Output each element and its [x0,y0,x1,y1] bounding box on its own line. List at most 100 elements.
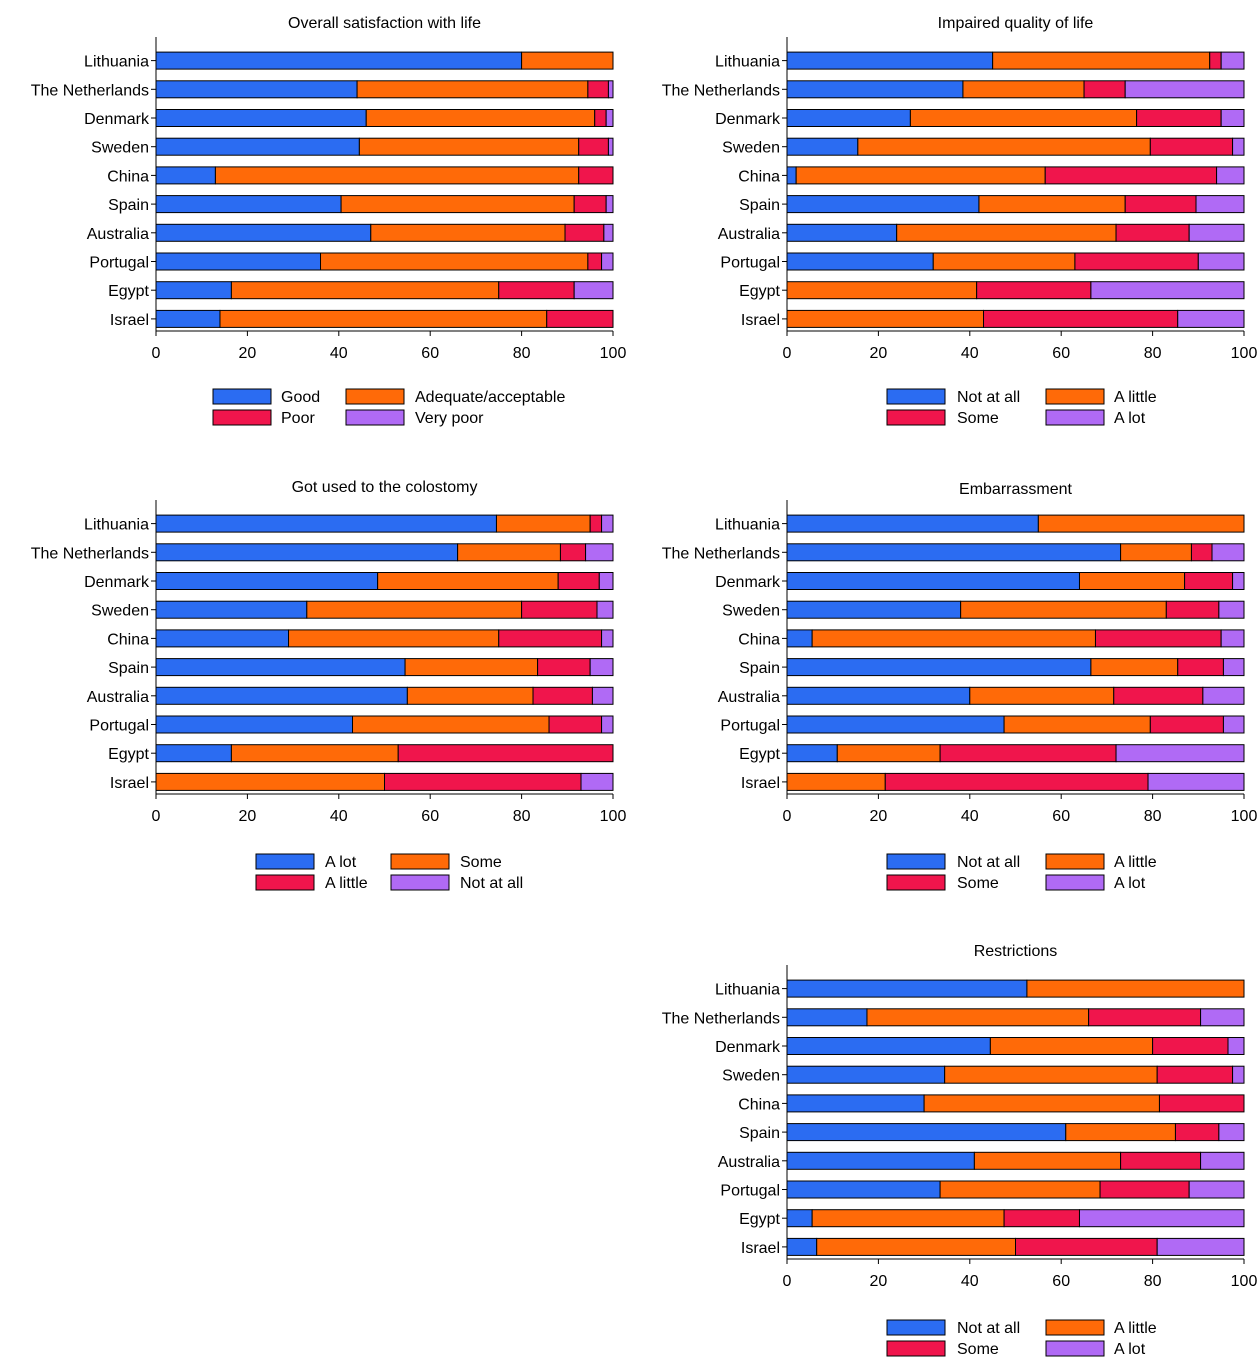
chart-title: Embarrassment [959,481,1072,498]
bar-segment [1044,166,1218,185]
bar-segment [1197,252,1245,271]
legend-label: Not at all [957,1320,1020,1337]
x-tick-label: 40 [330,808,348,825]
category-label: Sweden [91,140,149,157]
x-tick-label: 40 [961,1273,979,1290]
bar-segment [589,658,614,677]
x-tick-label: 60 [1052,808,1070,825]
bar-segment [786,1180,941,1199]
bar-segment [1227,1037,1245,1055]
bar-segment [1083,80,1126,99]
bar-segment [573,281,614,300]
bar-segment [607,137,614,156]
bar-segment [1152,1037,1229,1055]
x-tick-label: 20 [870,808,888,825]
bar-segment [155,252,322,271]
legend-swatch [345,409,405,426]
bar-segment [1074,252,1199,271]
category-label: Denmark [84,574,150,591]
bar-segment [1220,51,1245,70]
bar-segment [786,543,1122,562]
bar-segment [591,686,614,705]
bar-segment [589,514,603,533]
bar-segment [1090,658,1179,677]
bar-segment [155,281,232,300]
bar-segment [1099,1180,1190,1199]
bar-segment [306,600,523,619]
bar-segment [1090,281,1245,300]
category-label: Israel [741,312,780,329]
x-tick-label: 20 [239,345,257,362]
bar-segment [786,252,934,271]
bar-segment [1003,715,1151,734]
bar-segment [786,1008,868,1027]
x-tick-label: 0 [152,808,161,825]
bar-segment [786,309,985,328]
bar-segment [532,686,593,705]
x-tick-label: 80 [1144,808,1162,825]
bar-segment [585,543,614,562]
chart-title: Got used to the colostomy [292,479,478,496]
x-tick-label: 60 [1052,345,1070,362]
legend-label: Some [460,854,502,871]
legend-swatch [886,1340,946,1357]
bar-segment [155,686,408,705]
bar-segment [1200,1151,1245,1170]
bar-segment [978,195,1126,214]
bar-segment [601,629,614,648]
legend-label: A little [1114,1320,1157,1337]
category-label: Spain [739,1125,780,1142]
bar-segment [155,715,354,734]
legend-swatch [212,409,272,426]
x-tick-label: 100 [1231,808,1258,825]
bar-segment [214,166,580,185]
bar-segment [601,252,614,271]
bar-segment [587,80,609,99]
bar-segment [960,600,1167,619]
category-label: Spain [108,197,149,214]
bar-segment [498,281,575,300]
category-label: Lithuania [715,54,780,71]
category-label: Egypt [739,283,780,300]
bar-segment [1136,109,1222,127]
legend-label: A little [1114,389,1157,406]
bar-segment [594,109,607,127]
bar-segment [155,109,367,127]
category-label: Sweden [722,1068,780,1085]
bar-segment [605,109,614,127]
bar-segment [786,715,1005,734]
bar-segment [786,137,859,156]
bar-segment [155,572,379,590]
x-tick-label: 60 [421,808,439,825]
category-label: Israel [110,775,149,792]
legend-swatch [1045,1340,1105,1357]
legend-swatch [255,853,315,870]
category-label: Egypt [108,746,149,763]
bar-segment [356,80,589,99]
bar-segment [1218,600,1245,619]
bar-segment [155,195,342,214]
bar-segment [320,252,589,271]
bar-segment [786,686,971,705]
bar-segment [1115,223,1190,242]
bar-segment [939,1180,1101,1199]
bar-segment [989,1037,1154,1055]
legend-swatch [886,853,946,870]
category-label: Denmark [715,1039,781,1056]
bar-segment [607,80,614,99]
bar-segment [786,166,797,185]
bar-segment [786,572,1080,590]
bar-segment [155,51,523,70]
x-tick-label: 40 [961,345,979,362]
legend-swatch [345,388,405,405]
bar-segment [155,137,360,156]
bar-segment [1202,686,1245,705]
legend-label: Not at all [957,389,1020,406]
bar-segment [786,223,898,242]
legend-label: Not at all [957,854,1020,871]
bar-segment [884,772,1149,791]
bar-segment [557,572,600,590]
bar-segment [786,1123,1067,1142]
bar-segment [546,309,614,328]
